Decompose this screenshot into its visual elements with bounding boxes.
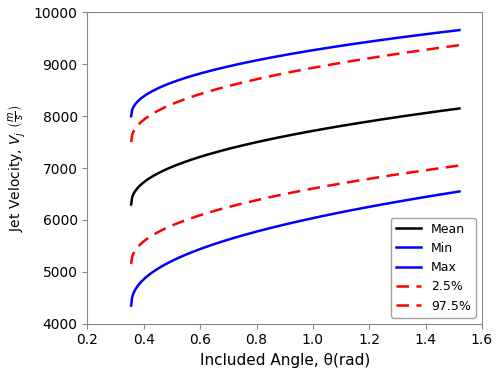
Min — [128, 303, 134, 308]
2.5% — [426, 168, 432, 172]
97.5% — [324, 63, 330, 68]
Mean — [128, 202, 134, 207]
Min — [456, 189, 462, 194]
2.5% — [129, 254, 135, 259]
X-axis label: Included Angle, θ(rad): Included Angle, θ(rad) — [200, 353, 370, 368]
97.5% — [322, 63, 328, 68]
Min — [324, 213, 330, 217]
Line: Max: Max — [131, 30, 460, 116]
97.5% — [129, 132, 135, 137]
2.5% — [456, 163, 462, 168]
Mean — [456, 106, 462, 111]
Mean — [405, 113, 411, 118]
Min — [426, 194, 432, 199]
2.5% — [322, 184, 328, 189]
Max — [324, 46, 330, 50]
2.5% — [128, 262, 134, 266]
Mean — [426, 110, 432, 115]
97.5% — [405, 50, 411, 55]
Max — [128, 114, 134, 118]
Line: 97.5%: 97.5% — [131, 45, 460, 142]
97.5% — [329, 62, 335, 67]
Mean — [324, 126, 330, 130]
Mean — [329, 125, 335, 130]
2.5% — [405, 171, 411, 175]
Line: Min: Min — [131, 192, 460, 306]
Min — [405, 198, 411, 202]
Min — [322, 213, 328, 218]
Max — [426, 32, 432, 36]
97.5% — [456, 43, 462, 47]
Mean — [129, 195, 135, 199]
Max — [329, 45, 335, 50]
Legend: Mean, Min, Max, 2.5%, 97.5%: Mean, Min, Max, 2.5%, 97.5% — [391, 217, 475, 318]
Line: 2.5%: 2.5% — [131, 165, 460, 264]
Line: Mean: Mean — [131, 108, 460, 204]
2.5% — [324, 184, 330, 188]
2.5% — [329, 183, 335, 187]
Min — [329, 212, 335, 216]
Max — [322, 46, 328, 51]
Max — [405, 34, 411, 39]
97.5% — [128, 140, 134, 144]
Mean — [322, 126, 328, 131]
Max — [129, 107, 135, 112]
Max — [456, 28, 462, 32]
Min — [129, 295, 135, 299]
97.5% — [426, 47, 432, 52]
Y-axis label: Jet Velocity, $V_j$ $\left(\frac{m}{s}\right)$: Jet Velocity, $V_j$ $\left(\frac{m}{s}\r… — [7, 105, 28, 232]
